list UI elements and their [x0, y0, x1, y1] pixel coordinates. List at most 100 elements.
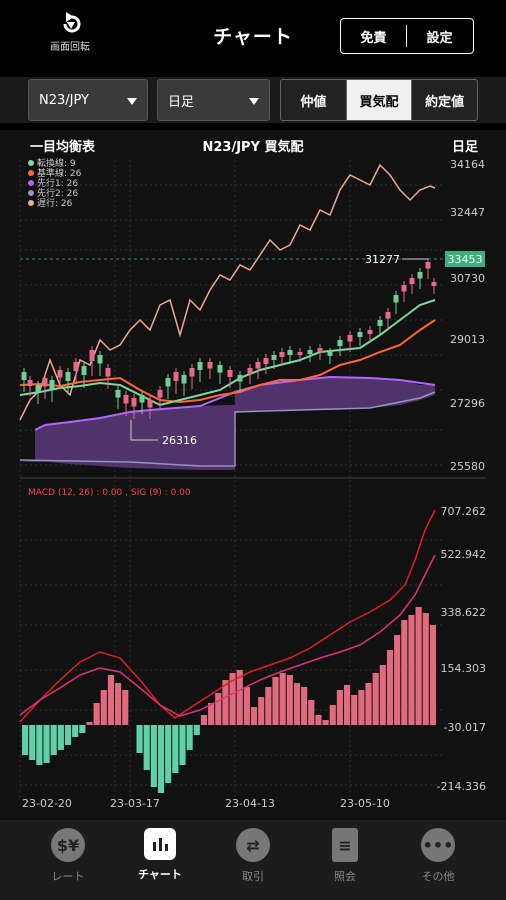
candle: [227, 370, 233, 377]
tab-more[interactable]: ••• その他: [403, 828, 473, 884]
macd-histogram: [22, 607, 436, 793]
macd-tick: 154.303: [441, 662, 487, 675]
rotate-icon: [63, 12, 81, 33]
candle: [89, 350, 95, 361]
high-annotation: 31277: [365, 253, 400, 266]
macd-tick: 707.262: [441, 505, 487, 518]
histogram-bar: [236, 670, 243, 725]
rotate-screen-button[interactable]: 画面回転: [40, 12, 100, 53]
pair-select[interactable]: N23/JPY: [28, 79, 148, 121]
tab-inquiry[interactable]: ≡ 照会: [310, 828, 380, 884]
candle: [181, 375, 187, 384]
candle: [431, 282, 437, 286]
histogram-bar: [372, 673, 379, 725]
candle: [217, 365, 223, 373]
histogram-bar: [200, 715, 208, 725]
current-price-badge: [445, 251, 485, 267]
candle: [105, 368, 111, 377]
legend-swatch: [28, 200, 34, 206]
tab-chart[interactable]: チャート: [125, 828, 195, 882]
macd-tick: -214.336: [437, 780, 486, 793]
chart-area[interactable]: 一目均衡表 N23/JPY 買気配 日足 転換線: 9 基準線: 26 先行1: 2…: [0, 130, 506, 820]
histogram-bar: [122, 690, 129, 725]
histogram-bar: [150, 725, 157, 787]
candle: [97, 355, 103, 364]
legend-swatch: [28, 170, 34, 176]
more-dots-icon: •••: [421, 828, 455, 862]
histogram-bar: [293, 683, 301, 725]
chevron-down-icon: [249, 98, 259, 105]
current-price-value: 33453: [448, 253, 483, 266]
histogram-bar: [229, 673, 236, 725]
candle: [197, 362, 203, 370]
legend-swatch: [28, 180, 34, 186]
date-tick: 23-04-13: [225, 797, 275, 810]
leading-span-2-line: [19, 391, 436, 467]
histogram-bar: [394, 635, 401, 725]
price-tick: 25580: [450, 460, 485, 473]
histogram-bar: [379, 665, 386, 725]
macd-tick: 338.622: [441, 606, 487, 619]
candle: [317, 348, 323, 352]
price-type-bid[interactable]: 買気配: [346, 80, 413, 120]
histogram-bar: [315, 715, 322, 725]
histogram-bar: [258, 697, 265, 725]
histogram-bar: [243, 687, 250, 725]
candle: [307, 350, 313, 354]
candle: [42, 378, 48, 387]
histogram-bar: [86, 722, 93, 725]
price-tick: 34164: [450, 158, 485, 171]
histogram-bar: [64, 725, 72, 745]
candle: [417, 272, 423, 279]
date-tick: 23-02-20: [22, 797, 72, 810]
tab-label: その他: [421, 870, 455, 883]
legend-entry: 基準線: 26: [37, 167, 82, 179]
candle: [57, 370, 63, 378]
disclaimer-button[interactable]: 免責: [360, 30, 387, 46]
price-type-executed[interactable]: 約定値: [425, 94, 465, 110]
histogram-bar: [386, 650, 394, 725]
candle: [35, 385, 41, 393]
ichimoku-cloud: [20, 377, 435, 470]
tab-label: 照会: [334, 870, 356, 883]
price-type-mid[interactable]: 仲値: [281, 80, 347, 120]
currency-exchange-icon: $¥: [51, 828, 85, 862]
candle: [173, 372, 179, 381]
macd-line: [19, 509, 436, 723]
histogram-bar: [107, 675, 115, 725]
tab-trade[interactable]: ⇄ 取引: [218, 828, 288, 884]
candle: [81, 366, 87, 375]
settings-button[interactable]: 設定: [426, 30, 453, 46]
tab-rate[interactable]: $¥ レート: [33, 828, 103, 884]
period-select[interactable]: 日足: [157, 79, 270, 121]
histogram-bar: [365, 683, 372, 725]
histogram-bar: [36, 725, 43, 765]
histogram-bar: [308, 700, 315, 725]
candle: [287, 350, 293, 355]
bottom-tab-bar: $¥ レート チャート ⇄ 取引 ≡ 照会 ••• その他: [0, 820, 506, 900]
candle: [49, 380, 55, 389]
histogram-bar: [279, 673, 286, 725]
candle: [237, 375, 243, 382]
price-tick: 30730: [450, 272, 485, 285]
pair-value: N23/JPY: [39, 92, 89, 108]
page-title: チャート: [213, 26, 293, 48]
header-button-group: 免責 設定: [340, 18, 474, 54]
macd-label: MACD (12, 26) : 0.00 , SIG (9) : 0.00: [28, 488, 191, 498]
histogram-bar: [415, 607, 422, 725]
candle: [357, 332, 363, 337]
tab-label: レート: [51, 870, 85, 883]
legend-swatch: [28, 160, 34, 166]
low-annotation: 26316: [162, 434, 197, 447]
price-type-tabs: 仲値 買気配 約定値: [280, 79, 478, 121]
histogram-bar: [401, 620, 408, 725]
histogram-bar: [22, 725, 29, 755]
candle: [21, 372, 27, 380]
price-tick: 29013: [450, 333, 485, 346]
indicator-name: 一目均衡表: [30, 139, 96, 155]
candle: [255, 362, 261, 369]
price-tick: 32447: [450, 206, 485, 219]
divider: [406, 25, 407, 47]
